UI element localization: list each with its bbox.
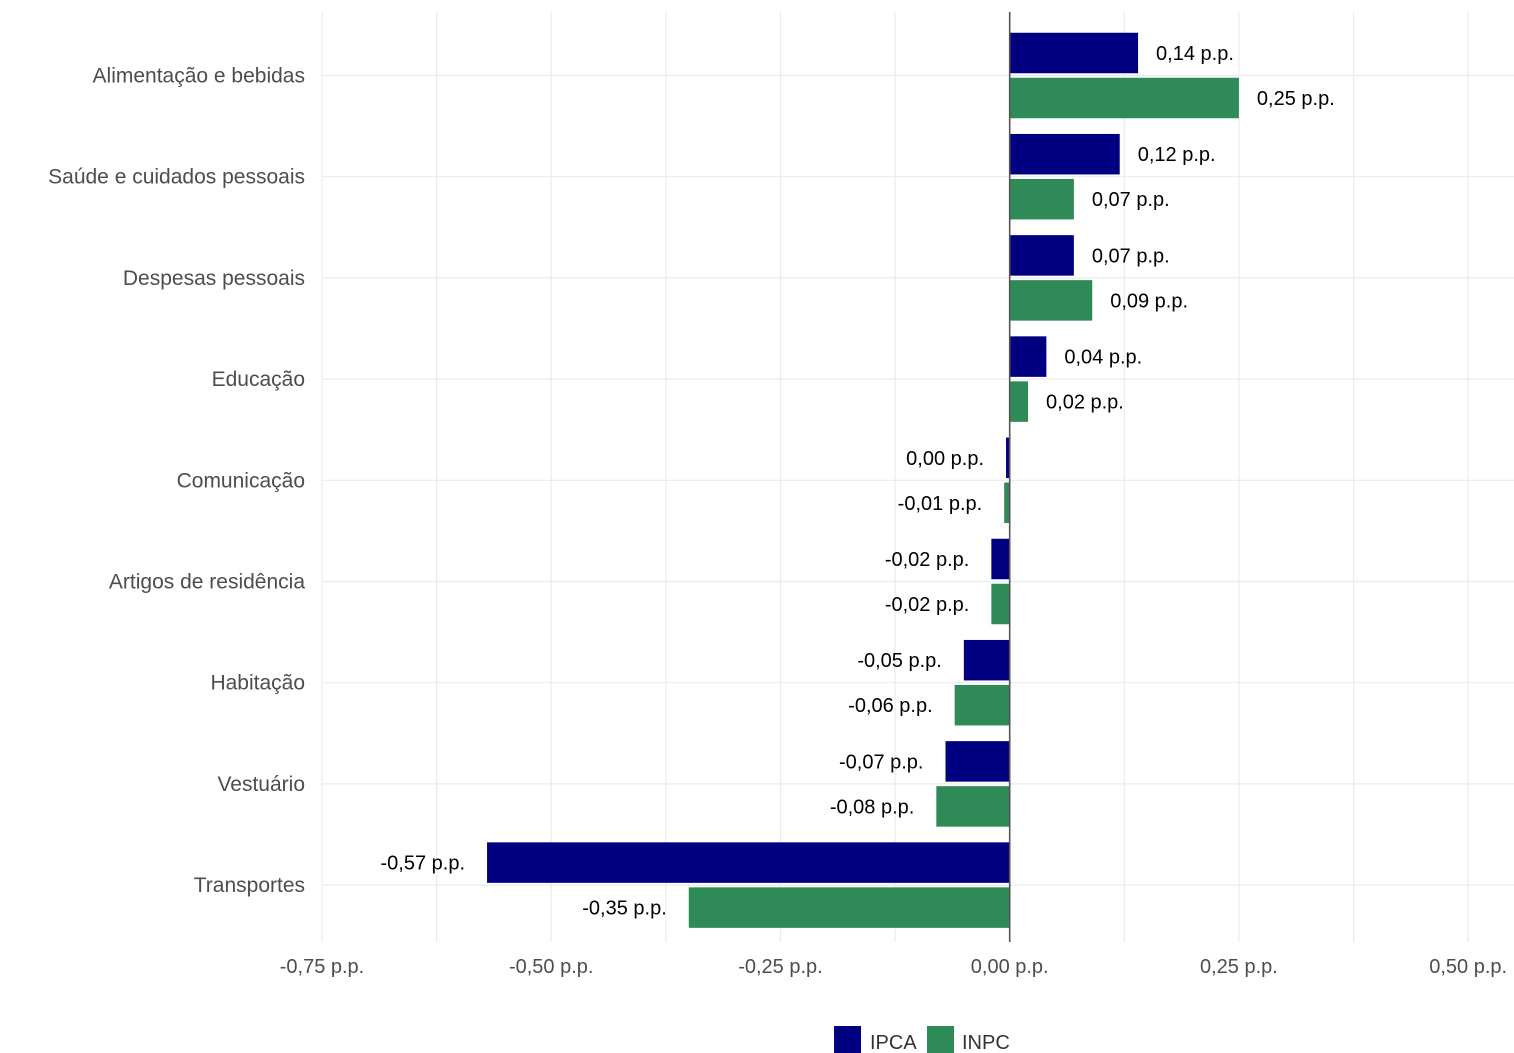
- legend: IPCA INPC: [834, 1026, 1010, 1053]
- category-label-4: Educação: [212, 368, 305, 391]
- category-label-8: Vestuário: [217, 773, 305, 796]
- bar-inpc-1: [1009, 77, 1239, 119]
- value-label-ipca-6: -0,02 p.p.: [885, 549, 970, 571]
- x-tick-label-2: -0,50 p.p.: [509, 956, 594, 978]
- bar-inpc-6: [991, 583, 1010, 625]
- category-label-9: Transportes: [194, 874, 305, 897]
- category-label-5: Comunicação: [177, 469, 305, 492]
- bar-ipca-4: [1009, 336, 1047, 377]
- bar-ipca-5: [1006, 437, 1010, 479]
- x-tick-label-1: -0,75 p.p.: [280, 956, 365, 978]
- category-label-7: Habitação: [210, 672, 305, 695]
- bar-inpc-4: [1009, 381, 1029, 422]
- value-labels: 0,14 p.p. 0,25 p.p. 0,12 p.p. 0,07 p.p. 0,07…: [381, 43, 1335, 920]
- bar-ipca-2: [1009, 133, 1120, 175]
- value-label-inpc-2: 0,07 p.p.: [1092, 189, 1170, 211]
- legend-label-ipca: IPCA: [870, 1032, 917, 1053]
- bar-ipca-3: [1009, 235, 1074, 276]
- value-label-inpc-4: 0,02 p.p.: [1046, 392, 1124, 414]
- value-label-ipca-7: -0,05 p.p.: [857, 650, 942, 672]
- value-label-inpc-7: -0,06 p.p.: [848, 695, 933, 717]
- value-label-inpc-9: -0,35 p.p.: [582, 898, 667, 920]
- value-label-inpc-8: -0,08 p.p.: [830, 796, 915, 818]
- legend-swatch-inpc: [927, 1026, 954, 1053]
- bars: [487, 32, 1239, 928]
- bar-inpc-7: [954, 684, 1010, 726]
- value-label-ipca-4: 0,04 p.p.: [1064, 347, 1142, 369]
- value-label-ipca-9: -0,57 p.p.: [381, 853, 466, 875]
- value-label-inpc-3: 0,09 p.p.: [1110, 290, 1188, 312]
- x-tick-label-4: 0,00 p.p.: [971, 956, 1049, 978]
- value-label-ipca-2: 0,12 p.p.: [1138, 144, 1216, 166]
- value-label-ipca-1: 0,14 p.p.: [1156, 43, 1234, 65]
- bar-ipca-7: [963, 639, 1010, 681]
- bar-inpc-3: [1009, 280, 1093, 321]
- legend-swatch-ipca: [834, 1026, 861, 1053]
- bar-inpc-9: [688, 887, 1010, 928]
- value-label-ipca-5: 0,00 p.p.: [906, 448, 984, 470]
- bar-ipca-6: [991, 538, 1010, 580]
- category-label-3: Despesas pessoais: [123, 267, 305, 290]
- x-axis-tick-labels: -0,75 p.p. -0,50 p.p. -0,25 p.p. 0,00 p.p. 0…: [280, 956, 1507, 978]
- bar-ipca-1: [1009, 32, 1139, 74]
- category-labels: Alimentação e bebidas Saúde e cuidados pe…: [48, 65, 305, 898]
- value-label-ipca-3: 0,07 p.p.: [1092, 245, 1170, 267]
- x-tick-label-6: 0,50 p.p.: [1429, 956, 1507, 978]
- bar-ipca-9: [487, 842, 1010, 883]
- grid-lines: [321, 12, 1514, 942]
- bar-inpc-8: [936, 786, 1010, 827]
- x-tick-label-5: 0,25 p.p.: [1200, 956, 1278, 978]
- category-label-6: Artigos de residência: [109, 571, 305, 594]
- value-label-ipca-8: -0,07 p.p.: [839, 751, 924, 773]
- legend-label-inpc: INPC: [962, 1032, 1010, 1053]
- category-label-2: Saúde e cuidados pessoais: [48, 166, 305, 189]
- value-label-inpc-5: -0,01 p.p.: [898, 493, 983, 515]
- bar-inpc-2: [1009, 178, 1074, 220]
- bar-ipca-8: [945, 741, 1010, 782]
- value-label-inpc-6: -0,02 p.p.: [885, 594, 970, 616]
- x-tick-label-3: -0,25 p.p.: [738, 956, 823, 978]
- bar-inpc-5: [1004, 482, 1010, 524]
- category-label-1: Alimentação e bebidas: [93, 65, 305, 88]
- value-label-inpc-1: 0,25 p.p.: [1257, 88, 1335, 110]
